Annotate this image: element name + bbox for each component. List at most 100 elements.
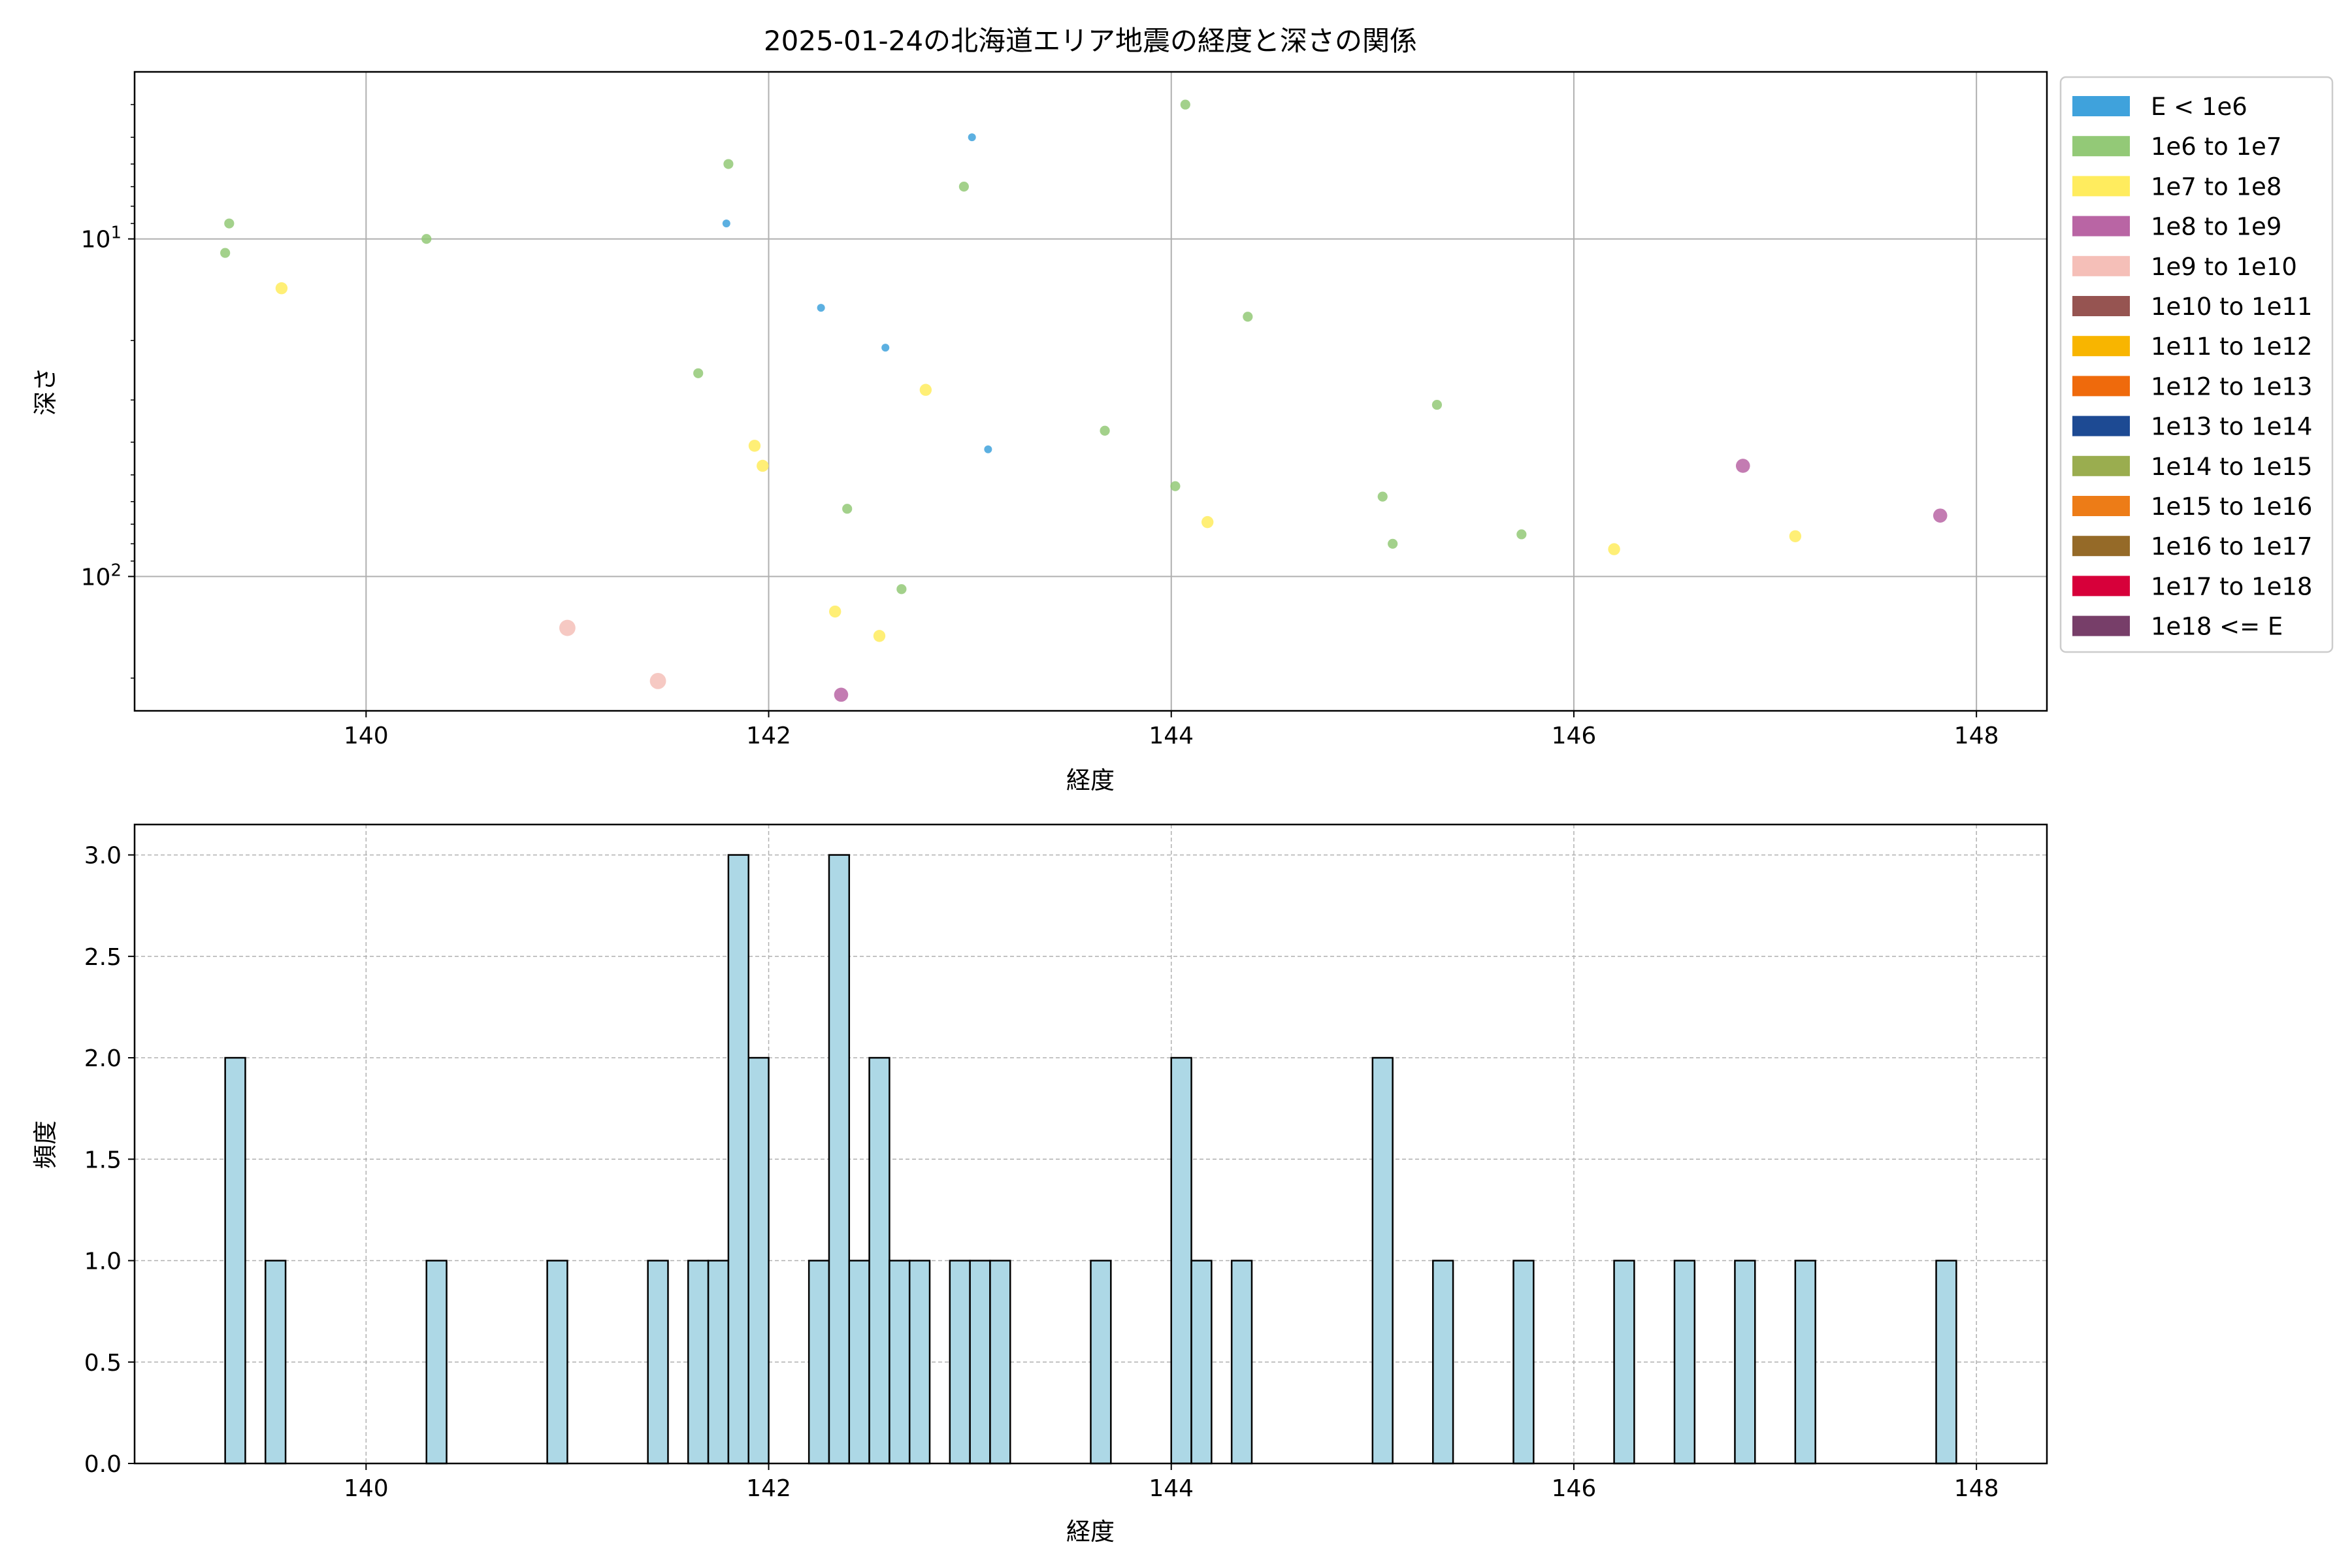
scatter-point-energy-1e7-1e8 bbox=[1201, 515, 1214, 529]
histogram-bar bbox=[1794, 1260, 1816, 1465]
histogram-y-tick-label: 3.0 bbox=[84, 843, 122, 870]
histogram-bar bbox=[808, 1260, 830, 1465]
histogram-bar bbox=[848, 1260, 870, 1465]
scatter-point-energy-1e8-1e9 bbox=[834, 687, 849, 702]
histogram-bar bbox=[1673, 1260, 1696, 1465]
histogram-bar bbox=[747, 1056, 770, 1465]
scatter-point-energy-1e9-1e10 bbox=[649, 672, 666, 689]
histogram-bar bbox=[1170, 1056, 1192, 1465]
histogram-x-axis-label: 経度 bbox=[1066, 1518, 1115, 1546]
scatter-plot-frame bbox=[133, 71, 2048, 712]
scatter-point-energy-lt-1e6 bbox=[722, 220, 730, 228]
legend-frame bbox=[2059, 76, 2334, 653]
scatter-point-energy-1e6-1e7 bbox=[224, 218, 235, 229]
histogram-bar bbox=[1734, 1260, 1756, 1465]
histogram-y-axis-label: 頻度 bbox=[31, 1120, 59, 1169]
histogram-bar bbox=[1432, 1260, 1454, 1465]
histogram-panel: 140 142 144 146 148 0.0 0.5 1.0 1.5 2.0 2.5 3.0 経度… bbox=[31, 823, 2048, 1546]
scatter-point-energy-1e6-1e7 bbox=[896, 584, 907, 595]
scatter-point-energy-1e9-1e10 bbox=[559, 619, 576, 636]
histogram-bar bbox=[989, 1260, 1011, 1465]
histogram-bar bbox=[265, 1260, 287, 1465]
histogram-y-tick-label: 1.0 bbox=[84, 1249, 122, 1275]
legend-swatch bbox=[2072, 576, 2130, 596]
histogram-y-tick-label: 0.5 bbox=[84, 1350, 122, 1377]
legend-swatch bbox=[2072, 336, 2130, 357]
legend-label: 1e7 to 1e8 bbox=[2151, 172, 2281, 201]
histogram-bar bbox=[647, 1260, 669, 1465]
scatter-point-energy-1e6-1e7 bbox=[1516, 529, 1527, 540]
scatter-point-energy-1e6-1e7 bbox=[958, 182, 969, 192]
histogram-x-tick-label: 146 bbox=[1552, 1475, 1597, 1502]
histogram-y-tick-label: 0.0 bbox=[84, 1451, 122, 1478]
scatter-point-energy-1e8-1e9 bbox=[1933, 508, 1948, 523]
histogram-bar bbox=[908, 1260, 931, 1465]
histogram-bar bbox=[1613, 1260, 1635, 1465]
scatter-x-tick-label: 142 bbox=[746, 723, 791, 749]
legend-swatch bbox=[2072, 96, 2130, 116]
histogram-x-ticks: 140 142 144 146 148 bbox=[344, 1463, 1999, 1502]
legend-swatch bbox=[2072, 216, 2130, 237]
legend-swatch bbox=[2072, 255, 2130, 276]
histogram-x-tick-label: 144 bbox=[1149, 1475, 1194, 1502]
scatter-point-energy-1e6-1e7 bbox=[1431, 399, 1443, 410]
histogram-bar bbox=[425, 1260, 448, 1465]
scatter-point-energy-lt-1e6 bbox=[817, 304, 825, 312]
legend-swatch bbox=[2072, 296, 2130, 316]
legend-label: 1e16 to 1e17 bbox=[2151, 532, 2312, 561]
histogram-y-ticks: 0.0 0.5 1.0 1.5 2.0 2.5 3.0 bbox=[84, 843, 135, 1478]
legend-label: 1e15 to 1e16 bbox=[2151, 493, 2312, 521]
scatter-point-energy-1e6-1e7 bbox=[1170, 481, 1181, 491]
legend-swatch bbox=[2072, 416, 2130, 436]
scatter-point-energy-1e6-1e7 bbox=[421, 234, 432, 244]
legend-label: 1e6 to 1e7 bbox=[2151, 133, 2281, 161]
histogram-bar bbox=[969, 1260, 991, 1465]
figure-title: 2025-01-24の北海道エリア地震の経度と深さの関係 bbox=[764, 25, 1417, 57]
scatter-grid bbox=[135, 72, 2047, 711]
histogram-bar bbox=[546, 1260, 568, 1465]
scatter-point-energy-1e6-1e7 bbox=[1100, 425, 1110, 436]
scatter-point-energy-1e7-1e8 bbox=[829, 605, 841, 618]
scatter-point-energy-1e6-1e7 bbox=[1377, 491, 1388, 502]
histogram-bar bbox=[949, 1260, 971, 1465]
legend-label: 1e10 to 1e11 bbox=[2151, 293, 2312, 321]
legend: E < 1e6 1e6 to 1e7 1e7 to 1e8 1e8 to 1e9 1e9… bbox=[2059, 76, 2334, 653]
histogram-bar bbox=[889, 1260, 911, 1465]
scatter-point-energy-1e7-1e8 bbox=[1789, 530, 1802, 543]
scatter-point-energy-1e7-1e8 bbox=[873, 630, 886, 642]
histogram-bar bbox=[1230, 1260, 1253, 1465]
scatter-panel: 140 142 144 146 148 101 102 経度 深さ E < 1e6 1e6 … bbox=[31, 71, 2334, 794]
histogram-plot-frame bbox=[133, 823, 2048, 1465]
legend-swatch bbox=[2072, 615, 2130, 636]
histogram-x-tick-label: 148 bbox=[1954, 1475, 1999, 1502]
legend-swatch bbox=[2072, 136, 2130, 157]
legend-label: 1e12 to 1e13 bbox=[2151, 372, 2312, 400]
legend-swatch bbox=[2072, 536, 2130, 557]
histogram-bar bbox=[224, 1056, 246, 1465]
scatter-x-tick-label: 148 bbox=[1954, 723, 1999, 749]
scatter-point-energy-1e6-1e7 bbox=[842, 504, 853, 514]
legend-swatch bbox=[2072, 496, 2130, 516]
scatter-point-energy-1e6-1e7 bbox=[723, 159, 734, 169]
legend-label: 1e18 <= E bbox=[2151, 613, 2283, 641]
scatter-point-energy-lt-1e6 bbox=[968, 133, 976, 142]
scatter-point-energy-1e6-1e7 bbox=[1388, 538, 1398, 549]
histogram-bar bbox=[727, 854, 749, 1465]
scatter-x-ticks: 140 142 144 146 148 bbox=[344, 711, 1999, 749]
legend-label: 1e8 to 1e9 bbox=[2151, 213, 2281, 241]
histogram-bar bbox=[868, 1056, 890, 1465]
legend-label: 1e11 to 1e12 bbox=[2151, 333, 2312, 361]
scatter-point-energy-1e7-1e8 bbox=[919, 384, 932, 396]
scatter-y-tick-label: 102 bbox=[81, 561, 122, 591]
histogram-bar bbox=[828, 854, 851, 1465]
legend-label: 1e17 to 1e18 bbox=[2151, 572, 2312, 600]
scatter-x-tick-label: 146 bbox=[1552, 723, 1597, 749]
histogram-bar bbox=[1371, 1056, 1394, 1465]
legend-label: 1e14 to 1e15 bbox=[2151, 453, 2312, 481]
histogram-bar bbox=[1512, 1260, 1535, 1465]
scatter-points bbox=[220, 99, 1948, 702]
scatter-point-energy-lt-1e6 bbox=[881, 344, 890, 352]
scatter-y-ticks: 101 102 bbox=[81, 104, 135, 679]
legend-label: E < 1e6 bbox=[2151, 93, 2247, 121]
